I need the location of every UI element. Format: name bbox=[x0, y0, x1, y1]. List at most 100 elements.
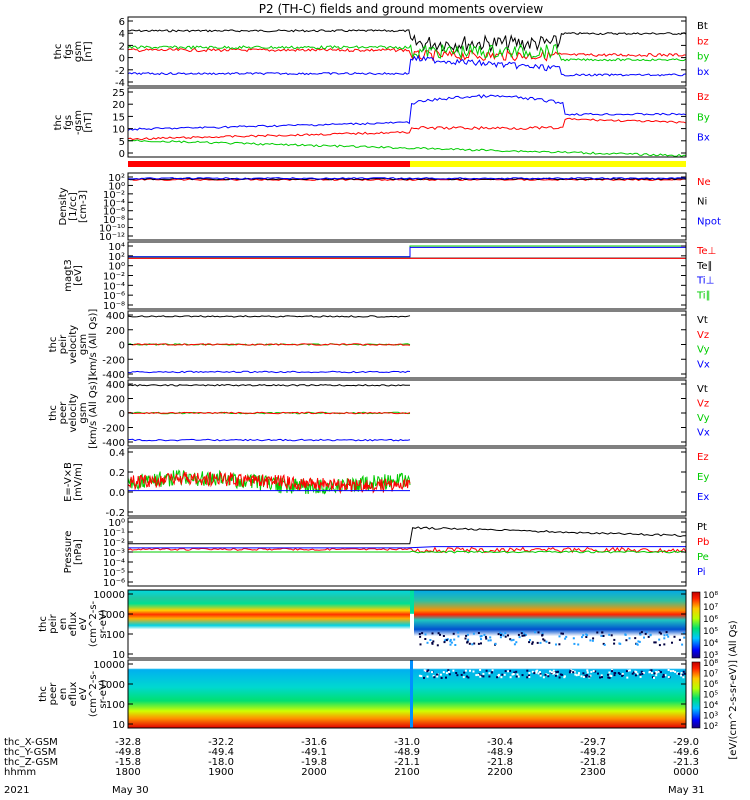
ylabel-line: [mV/m] bbox=[73, 463, 84, 501]
panel-pressure-data bbox=[127, 526, 687, 554]
legend-temp-3: Ti∥ bbox=[696, 290, 711, 301]
speckle bbox=[504, 632, 507, 635]
speckle bbox=[628, 669, 631, 672]
legend-peir-vel-1: Vz bbox=[697, 330, 709, 341]
speckle bbox=[420, 675, 423, 678]
speckle bbox=[577, 643, 580, 646]
speckle bbox=[534, 631, 537, 634]
speckle bbox=[671, 641, 673, 644]
speckle bbox=[512, 673, 515, 675]
ylabel-line: fgs bbox=[63, 115, 74, 130]
xaxis-value-2-0: -15.8 bbox=[115, 757, 141, 768]
tick-label-peer-en-1: 1000 bbox=[100, 680, 125, 691]
legend-peer-vel-1: Vz bbox=[697, 399, 709, 410]
tick-label-pressure-4: 10⁻⁴ bbox=[103, 558, 125, 569]
panel-density-data bbox=[127, 161, 687, 181]
xaxis-value-0-4: -30.4 bbox=[487, 737, 513, 748]
panel-peir-en-frame bbox=[127, 589, 687, 659]
speckle bbox=[513, 643, 516, 646]
speckle bbox=[683, 636, 686, 639]
speckle bbox=[467, 676, 470, 679]
speckle bbox=[439, 633, 441, 636]
ylabel-line: [1/cc] bbox=[68, 192, 79, 221]
speckle bbox=[610, 675, 613, 677]
speckle bbox=[531, 670, 534, 673]
speckle bbox=[683, 632, 685, 634]
xaxis-value-2-4: -21.8 bbox=[487, 757, 513, 768]
speckle bbox=[667, 676, 670, 678]
speckle bbox=[533, 672, 536, 675]
speckle bbox=[442, 635, 445, 637]
tick-label-density-6: 10⁻¹⁰ bbox=[99, 224, 125, 235]
speckle bbox=[542, 638, 545, 641]
ylabel-line: -gsm bbox=[73, 110, 84, 135]
speckle bbox=[674, 670, 677, 673]
speckle bbox=[647, 635, 650, 638]
legend-density-2: Npot bbox=[697, 216, 721, 227]
speckle bbox=[608, 676, 611, 679]
speckle bbox=[472, 670, 475, 673]
speckle bbox=[553, 672, 556, 674]
speckle bbox=[651, 676, 654, 679]
speckle bbox=[563, 675, 566, 678]
speckle bbox=[448, 673, 451, 676]
spectrogram-left bbox=[128, 590, 410, 658]
ylabel-line: en bbox=[58, 688, 69, 701]
legend-efield-2: Ex bbox=[697, 492, 709, 503]
speckle bbox=[645, 631, 648, 634]
speckle bbox=[488, 672, 491, 675]
speckle bbox=[432, 640, 435, 643]
speckle bbox=[443, 639, 446, 642]
speckle bbox=[658, 631, 661, 634]
colorbar: 10⁸10⁷10⁶10⁵10⁴10³10⁸10⁷10⁶10⁵10⁴10³10²[… bbox=[691, 591, 739, 760]
speckle bbox=[657, 670, 660, 673]
speckle bbox=[537, 672, 540, 675]
speckle bbox=[680, 674, 683, 677]
ylabel-line: eV bbox=[78, 687, 89, 700]
speckle bbox=[499, 631, 502, 634]
speckle bbox=[542, 676, 545, 679]
speckle bbox=[466, 675, 468, 678]
speckle bbox=[485, 637, 488, 640]
ylabel-efield: E=-V×B [mV/m] bbox=[63, 462, 84, 502]
speckle bbox=[453, 638, 456, 641]
panel-fgs-sm-frame bbox=[127, 87, 687, 158]
tick-label-density-0: 10² bbox=[108, 173, 125, 184]
speckle bbox=[625, 670, 628, 673]
speckle bbox=[655, 674, 658, 677]
speckle bbox=[499, 636, 502, 639]
speckle bbox=[437, 632, 440, 635]
legend-efield-0: Ez bbox=[697, 452, 709, 463]
speckle bbox=[526, 669, 529, 672]
tick-label-temp-2: 10⁰ bbox=[108, 262, 125, 273]
ylabel-line: E=-V×B bbox=[63, 462, 74, 502]
speckle bbox=[464, 637, 467, 640]
ylabel-line: [nT] bbox=[83, 112, 94, 132]
ylabel-line: thc bbox=[38, 686, 49, 702]
legend-peer-vel-0: Vt bbox=[697, 384, 708, 395]
ylabel-fgs: thc fgs gsm [nT] bbox=[53, 41, 94, 62]
speckle bbox=[539, 671, 541, 674]
speckle bbox=[419, 643, 422, 646]
series-Pt bbox=[128, 526, 686, 545]
speckle bbox=[633, 671, 635, 674]
ylabel-line: thc bbox=[53, 44, 64, 60]
series-bz bbox=[127, 47, 687, 62]
tick-label-pressure-3: 10⁻³ bbox=[103, 548, 125, 559]
series-Pe bbox=[128, 550, 687, 554]
ylabel-line: thc bbox=[38, 616, 49, 632]
region-bar-red bbox=[128, 161, 410, 167]
ylabel-line: peir bbox=[48, 613, 59, 633]
tick-label-temp-5: 10⁻⁶ bbox=[103, 291, 125, 302]
ylabel-line: gsm bbox=[78, 334, 89, 355]
speckle bbox=[456, 674, 459, 677]
speckle bbox=[663, 637, 666, 640]
legend-peer-vel-3: Vx bbox=[697, 428, 710, 439]
spectrogram-gap bbox=[410, 660, 413, 728]
speckle bbox=[683, 672, 686, 675]
ylabel-line: Pressure bbox=[63, 531, 74, 574]
